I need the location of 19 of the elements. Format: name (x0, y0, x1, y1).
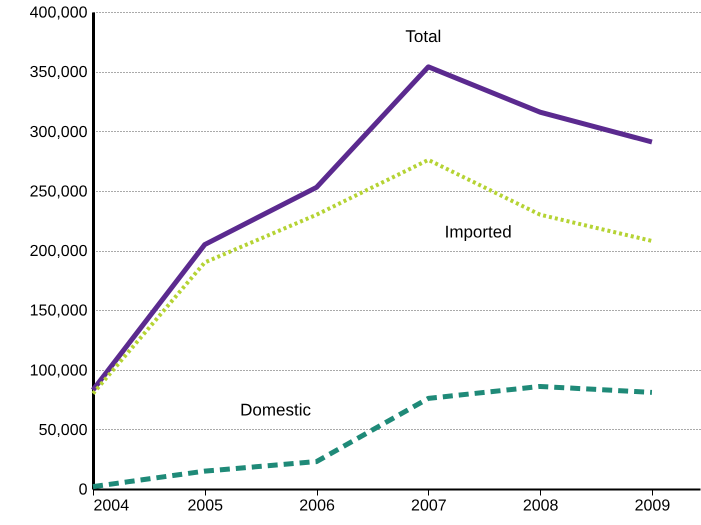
y-tick-label: 250,000 (30, 183, 88, 200)
y-tick-label: 200,000 (30, 243, 88, 260)
series-label: Total (405, 26, 442, 46)
y-tick-label: 50,000 (38, 422, 88, 439)
x-tick-label: 2006 (299, 498, 335, 514)
y-tick-label: 300,000 (30, 124, 88, 141)
y-tick-label: 100,000 (30, 362, 88, 380)
x-tick-label: 2009 (634, 498, 670, 514)
text: Domestic (240, 400, 312, 420)
line-series (91, 158, 654, 396)
x-tick-label: 2005 (187, 498, 224, 514)
y-tick-label: 0 (78, 482, 88, 498)
series-label: Imported (444, 222, 512, 242)
y-tick-label: 150,000 (30, 302, 88, 320)
y-tick-label: 400,000 (30, 4, 88, 22)
x-tick-label: 2008 (522, 498, 559, 514)
y-tick-label: 350,000 (30, 64, 88, 82)
x-tick-label: 2007 (411, 498, 447, 514)
x-tick-label: 2004 (94, 498, 130, 514)
